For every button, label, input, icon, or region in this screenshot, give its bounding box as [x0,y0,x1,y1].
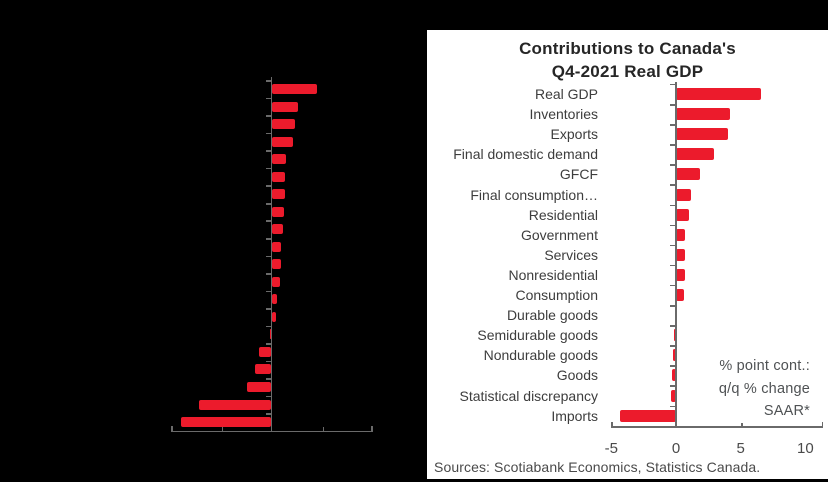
bar [255,364,272,375]
y-axis-tick [266,80,272,82]
y-axis-tick [266,413,272,415]
chart-title: Contributions to Canada's Q4-2021 Real G… [427,37,828,83]
x-axis-endcap [171,426,173,432]
bar [271,84,318,94]
y-axis-tick [266,290,272,293]
y-axis-tick [266,378,272,380]
annotation-line-3: SAAR* [763,403,810,419]
y-axis-tick [266,360,272,363]
bar [271,154,286,165]
bar [269,329,272,340]
annotation-line-2: q/q % change [718,380,810,397]
y-axis-tick [266,395,272,398]
y-axis-tick [266,97,272,100]
bar [271,171,285,182]
bar [271,206,284,217]
bar [271,119,295,130]
x-axis [171,430,373,433]
bar [271,241,281,252]
y-axis-tick [266,237,272,240]
chart-annotation: % point cont.: q/q % change SAAR* [640,355,810,423]
y-axis-tick [266,167,272,170]
bar [181,417,272,428]
left-chart [171,77,373,433]
bar [199,399,272,410]
bar [271,136,293,147]
y-axis-tick [266,202,272,205]
y-axis-tick [266,185,272,187]
bar [271,276,281,287]
y-axis-tick [266,308,272,310]
y-axis-tick [266,115,272,117]
y-axis-tick [266,273,272,275]
bar [271,101,298,112]
x-axis-endcap [371,426,373,432]
y-axis-tick [266,343,272,345]
bar [271,224,284,235]
right-chart-panel [427,30,828,479]
bar [258,346,272,357]
y-axis-tick [266,150,272,152]
bar [271,189,285,200]
y-axis-tick [266,325,272,328]
y-axis-tick [266,220,272,223]
source-note: Sources: Scotiabank Economics, Statistic… [434,459,761,475]
chart-title-line-2: Q4-2021 Real GDP [551,62,704,81]
x-axis-tick [221,427,224,432]
bar [247,382,272,392]
y-axis [270,77,273,431]
bar [271,259,282,270]
x-axis-tick [322,427,325,432]
y-axis-tick [266,132,272,135]
annotation-line-1: % point cont.: [719,358,810,374]
chart-title-line-1: Contributions to Canada's [519,39,736,58]
bar [271,311,276,322]
y-axis-tick [266,255,272,258]
bar [271,294,277,305]
